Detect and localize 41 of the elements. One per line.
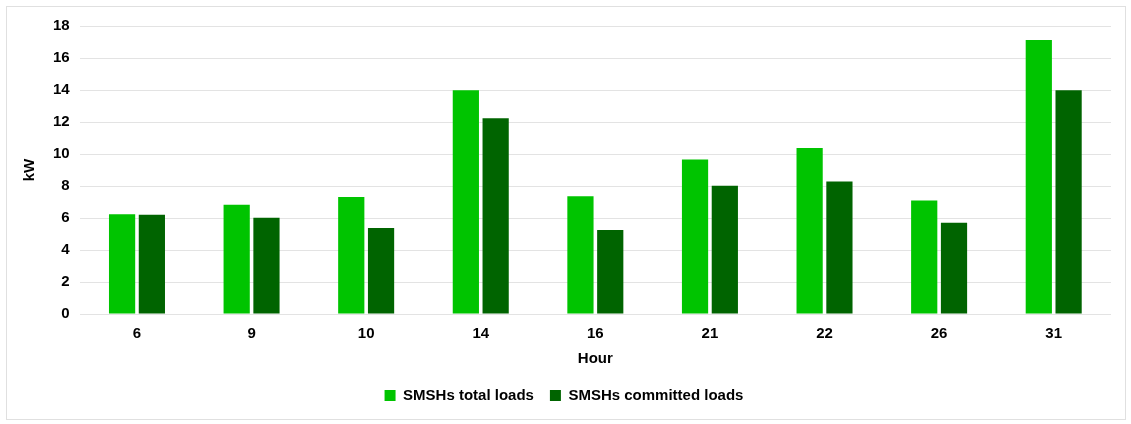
y-tick-label: 6	[61, 208, 70, 226]
x-tick-label: 10	[357, 324, 375, 342]
bar	[826, 181, 853, 314]
bar	[681, 159, 709, 314]
bar	[711, 185, 738, 314]
y-tick-label: 12	[53, 112, 70, 130]
bar	[223, 204, 250, 314]
y-tick-label: 2	[61, 272, 70, 290]
x-tick-label: 21	[701, 324, 719, 342]
x-tick-label: 14	[472, 324, 490, 342]
legend-label: SMSHs committed loads	[568, 385, 744, 403]
bar	[911, 200, 938, 314]
bar	[452, 90, 479, 314]
x-tick-label: 22	[816, 324, 833, 342]
y-tick-label: 16	[53, 48, 70, 66]
bar	[367, 227, 395, 314]
bar	[1025, 39, 1052, 314]
bar	[597, 230, 624, 314]
x-tick-label: 6	[132, 324, 142, 342]
bar	[138, 214, 165, 314]
bar	[338, 197, 365, 314]
y-tick-label: 4	[61, 240, 71, 258]
x-tick-label: 16	[587, 324, 604, 342]
x-tick-label: 9	[247, 324, 256, 342]
x-tick-label: 31	[1045, 324, 1063, 342]
y-tick-label: 0	[61, 304, 70, 322]
y-tick-label: 18	[53, 16, 70, 34]
y-tick-label: 10	[53, 144, 70, 162]
x-tick-label: 26	[930, 324, 948, 342]
bar	[253, 217, 280, 314]
y-axis-title: kW	[20, 157, 38, 182]
x-axis-title: Hour	[577, 349, 613, 367]
y-tick-label: 8	[61, 176, 70, 194]
bar	[482, 118, 509, 314]
bar	[108, 214, 136, 314]
bar	[796, 148, 823, 314]
bar	[1055, 90, 1082, 314]
bar	[940, 222, 968, 314]
bar	[567, 196, 594, 314]
legend-label: SMSHs total loads	[403, 385, 534, 403]
y-tick-label: 14	[53, 80, 71, 98]
